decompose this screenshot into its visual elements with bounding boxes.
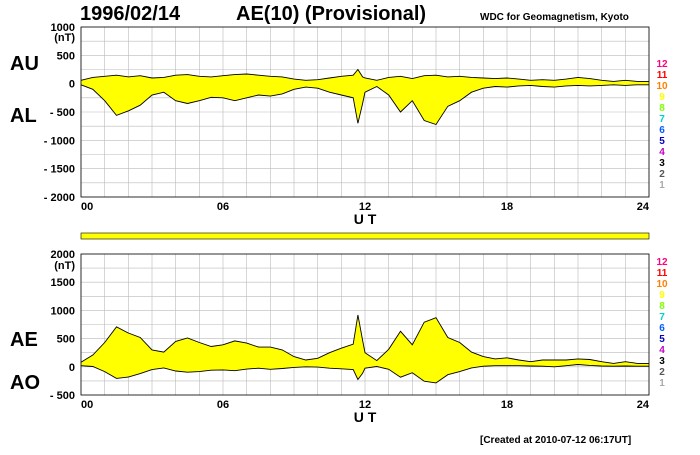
station-count-label: 2 [659,169,665,180]
station-count-label: 12 [656,257,668,268]
station-count-label: 6 [659,125,665,136]
y-tick-label: - 500 [50,390,75,402]
series-au-line [80,68,649,82]
y-tick-label: 2000 [51,249,75,261]
x-tick-label: 12 [359,201,371,213]
x-tick-label: 24 [637,201,650,213]
station-count-label: 11 [657,70,668,81]
x-tick-label: 00 [81,201,93,213]
station-count-label: 8 [659,301,665,312]
station-count-label: 12 [656,59,668,70]
series-label-ao: AO [10,372,40,394]
station-count-label: 4 [659,345,665,356]
series-label-al: AL [10,105,37,127]
series-ae-line [80,314,649,364]
y-tick-label: - 2000 [44,192,75,204]
station-count-label: 8 [659,103,665,114]
y-tick-label: - 1500 [44,164,75,176]
series-label-au: AU [10,53,39,75]
y-tick-label: 0 [69,362,75,374]
x-tick-label: 06 [217,399,229,411]
plot-frame [80,26,650,198]
series-label-ae: AE [10,329,38,351]
created-timestamp: [Created at 2010-07-12 06:17UT] [480,435,631,446]
y-tick-label: 1000 [51,22,75,34]
x-tick-label: 18 [501,201,513,213]
plot-title: AE(10) (Provisional) [236,3,426,25]
series-al-line [80,84,649,126]
y-tick-label: - 500 [50,107,75,119]
station-count-label: 9 [659,92,665,103]
plot-source: WDC for Geomagnetism, Kyoto [480,12,629,23]
station-count-label: 10 [656,81,668,92]
station-count-label: 1 [659,180,665,191]
station-count-label: 7 [659,312,665,323]
plot-date: 1996/02/14 [80,3,181,25]
x-tick-label: 24 [637,399,650,411]
y-tick-label: 1500 [51,277,75,289]
station-count-label: 3 [659,356,665,367]
station-count-label: 11 [657,268,668,279]
data-coverage-bar [80,232,650,240]
station-count-label: 10 [656,279,668,290]
station-count-label: 2 [659,367,665,378]
series-ao-line [80,364,649,384]
y-tick-label: 0 [69,79,75,91]
index-band-fill [81,314,649,383]
station-count-label: 5 [659,136,665,147]
au-al-panel: 1000 500 0 - 500 - 1000 - 1500 - 2000 (nT) 00 06 1… [10,22,668,227]
x-tick-label: 18 [501,399,513,411]
y-tick-label: - 1000 [44,135,75,147]
station-count-label: 7 [659,114,665,125]
x-axis-label: U T [354,409,377,425]
y-tick-label: 500 [57,334,75,346]
x-tick-label: 00 [81,399,93,411]
units-label: (nT) [54,32,75,44]
station-count-label: 9 [659,290,665,301]
station-count-label: 6 [659,323,665,334]
station-count-label: 3 [659,158,665,169]
station-count-label: 1 [659,378,665,389]
station-count-label: 5 [659,334,665,345]
y-tick-label: 500 [57,50,75,62]
plot-frame [80,253,650,396]
y-tick-label: 1000 [51,305,75,317]
station-count-label: 4 [659,147,665,158]
x-tick-label: 06 [217,201,229,213]
x-tick-label: 12 [359,399,371,411]
x-axis-label: U T [354,211,377,227]
index-band-fill [81,69,649,125]
units-label: (nT) [54,260,75,272]
